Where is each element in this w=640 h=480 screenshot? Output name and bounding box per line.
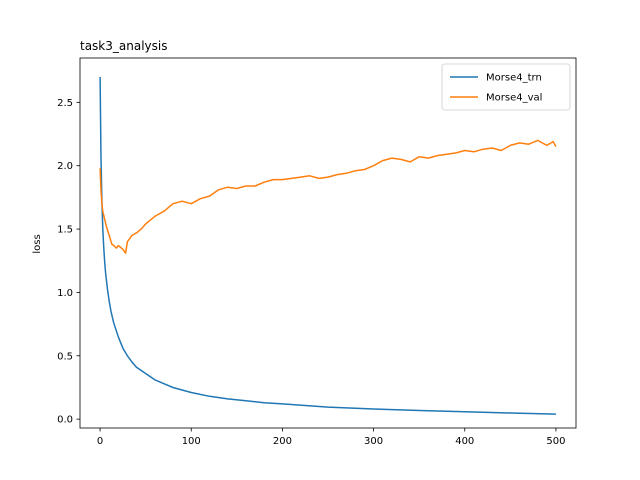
- y-tick-label: 2.0: [57, 161, 73, 172]
- x-tick-label: 0: [97, 436, 103, 447]
- y-tick-label: 1.5: [57, 225, 73, 236]
- x-tick-label: 100: [182, 436, 201, 447]
- legend-box: [441, 63, 571, 111]
- x-tick-label: 500: [546, 436, 565, 447]
- legend: Morse4_trn Morse4_val: [441, 63, 571, 111]
- series-line-morse4-val: [99, 139, 557, 254]
- y-tick-label: 2.5: [57, 98, 73, 109]
- y-axis-label: loss: [32, 234, 43, 253]
- series-line-morse4-trn: [99, 76, 556, 415]
- chart-title: task3_analysis: [80, 39, 167, 53]
- x-tick-label: 200: [273, 436, 292, 447]
- x-tick-label: 300: [364, 436, 383, 447]
- legend-label: Morse4_val: [486, 93, 542, 104]
- plot-frame: [79, 57, 577, 429]
- y-axis: 0.0 0.5 1.0 1.5 2.0 2.5: [57, 98, 80, 426]
- y-tick-label: 0.5: [57, 351, 73, 362]
- plot-area: [79, 57, 577, 429]
- legend-label: Morse4_trn: [486, 73, 542, 84]
- x-tick-label: 400: [455, 436, 474, 447]
- y-tick-label: 0.0: [57, 415, 73, 426]
- x-axis: 0 100 200 300 400 500: [97, 428, 565, 447]
- y-tick-label: 1.0: [57, 288, 73, 299]
